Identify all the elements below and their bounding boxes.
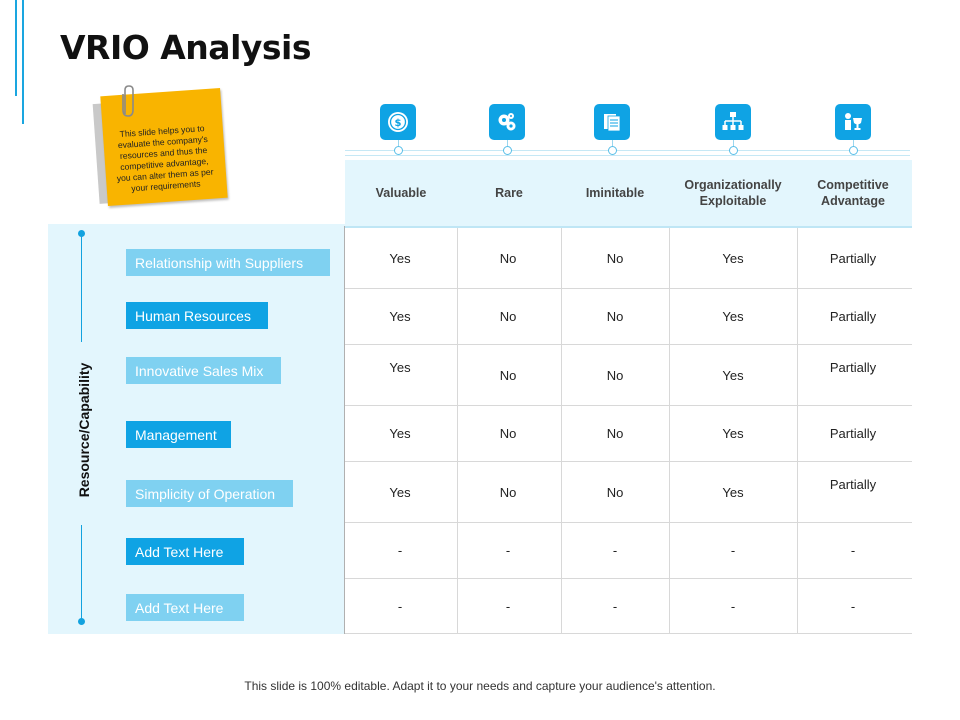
table-cell: Partially: [829, 426, 877, 441]
row-divider: [345, 522, 912, 523]
table-cell: Yes: [722, 426, 744, 441]
table-cell: -: [730, 543, 736, 558]
table-cell: -: [505, 599, 511, 614]
icon-connector: [733, 140, 734, 150]
axis-line: [81, 525, 82, 621]
table-cell: -: [612, 543, 618, 558]
row-divider: [345, 288, 912, 289]
table-cell: Yes: [389, 309, 411, 324]
axis-label: Resource/Capability: [76, 362, 92, 498]
column-header-organizationally-exploitable: Organizationally Exploitable: [684, 178, 782, 208]
timeline-dot: [503, 146, 512, 155]
icon-connector: [398, 140, 399, 150]
table-border: [344, 226, 345, 634]
table-cell: Yes: [722, 368, 744, 383]
table-cell: Yes: [389, 360, 411, 375]
column-header-rare: Rare: [495, 186, 523, 200]
paperclip-icon: [122, 85, 134, 117]
table-cell: No: [499, 426, 517, 441]
resource-label: Add Text Here: [126, 594, 244, 621]
icon-connector: [507, 140, 508, 150]
resource-label: Simplicity of Operation: [126, 480, 293, 507]
timeline-dot: [394, 146, 403, 155]
table-cell: Yes: [722, 485, 744, 500]
table-cell: Yes: [389, 251, 411, 266]
column-header-valuable: Valuable: [375, 186, 427, 200]
column-header-competitive-advantage: Competitive Advantage: [817, 178, 889, 208]
table-cell: No: [606, 368, 624, 383]
gears-icon: [489, 104, 525, 140]
row-divider: [345, 578, 912, 579]
icon-connector: [612, 140, 613, 150]
sticky-note-text: This slide helps you to evaluate the com…: [116, 123, 214, 194]
table-cell: Partially: [829, 309, 877, 324]
table-cell: -: [505, 543, 511, 558]
table-cell: Partially: [829, 477, 877, 492]
table-header: [345, 160, 912, 228]
table-cell: -: [850, 543, 856, 558]
footer-text: This slide is 100% editable. Adapt it to…: [244, 679, 716, 693]
accent-line: [15, 0, 17, 96]
row-divider: [345, 633, 912, 634]
column-divider: [457, 228, 458, 633]
header-timeline: [345, 150, 910, 156]
resource-label: Relationship with Suppliers: [126, 249, 330, 276]
table-cell: -: [850, 599, 856, 614]
table-cell: No: [499, 368, 517, 383]
accent-line: [22, 0, 24, 124]
page-title: VRIO Analysis: [60, 28, 312, 67]
resource-label: Management: [126, 421, 231, 448]
table-cell: No: [499, 309, 517, 324]
timeline-dot: [849, 146, 858, 155]
column-divider: [797, 228, 798, 633]
table-cell: No: [606, 309, 624, 324]
table-cell: Partially: [829, 251, 877, 266]
table-cell: -: [612, 599, 618, 614]
documents-icon: [594, 104, 630, 140]
table-cell: Partially: [829, 360, 877, 375]
axis-line: [81, 232, 82, 342]
table-cell: -: [397, 543, 403, 558]
table-cell: No: [606, 426, 624, 441]
timeline-dot: [608, 146, 617, 155]
table-cell: Yes: [722, 309, 744, 324]
table-cell: Yes: [722, 251, 744, 266]
resource-label: Human Resources: [126, 302, 268, 329]
org-chart-icon: [715, 104, 751, 140]
trophy-person-icon: [835, 104, 871, 140]
table-cell: No: [606, 485, 624, 500]
table-cell: -: [397, 599, 403, 614]
row-divider: [345, 405, 912, 406]
axis-dot: [78, 618, 85, 625]
resource-label: Add Text Here: [126, 538, 244, 565]
table-cell: Yes: [389, 485, 411, 500]
column-header-iminitable: Iminitable: [585, 186, 645, 200]
resource-label: Innovative Sales Mix: [126, 357, 281, 384]
dollar-coin-icon: $: [380, 104, 416, 140]
table-cell: No: [499, 485, 517, 500]
timeline-dot: [729, 146, 738, 155]
row-divider: [345, 344, 912, 345]
row-divider: [345, 461, 912, 462]
column-divider: [669, 228, 670, 633]
svg-text:$: $: [395, 118, 402, 129]
column-divider: [561, 228, 562, 633]
icon-connector: [853, 140, 854, 150]
table-cell: Yes: [389, 426, 411, 441]
table-cell: No: [606, 251, 624, 266]
table-cell: -: [730, 599, 736, 614]
table-cell: No: [499, 251, 517, 266]
